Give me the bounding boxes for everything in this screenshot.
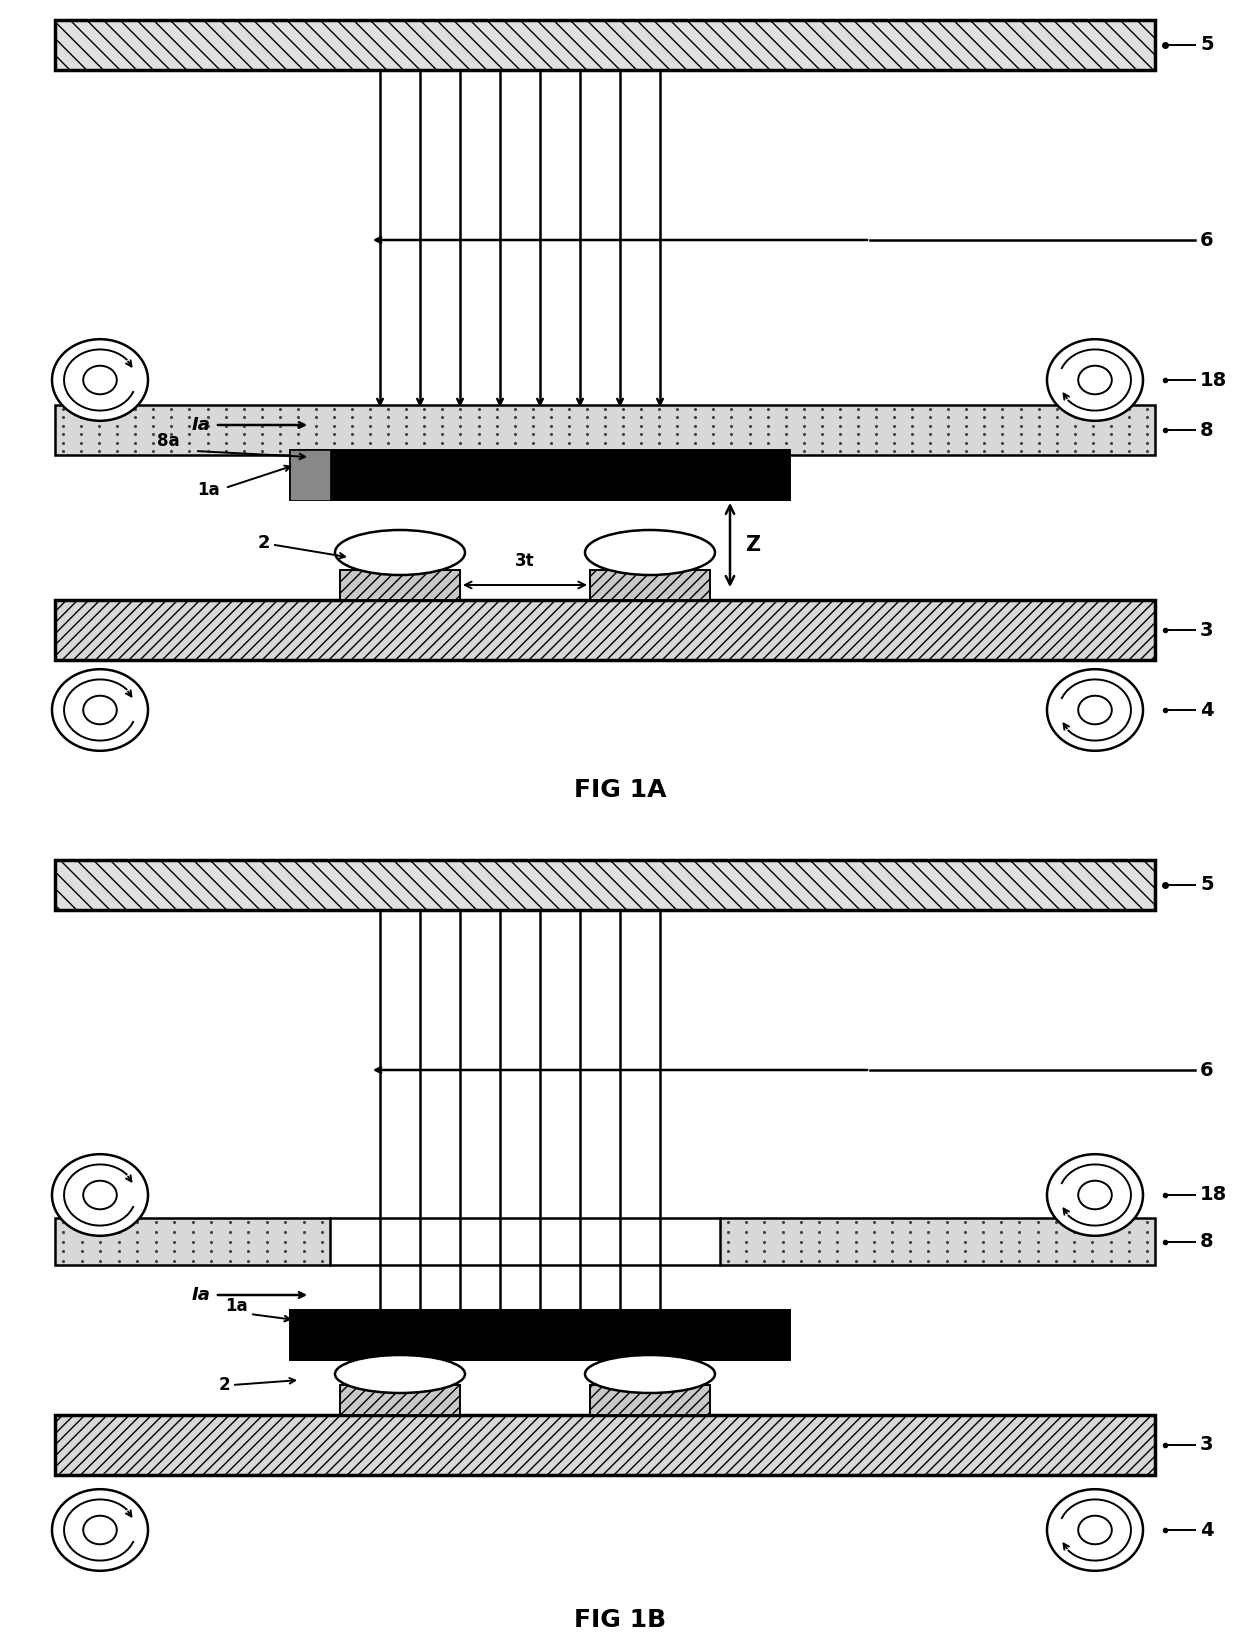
Bar (590, 1384, 711, 1416)
Ellipse shape (83, 1516, 117, 1544)
Ellipse shape (1079, 1516, 1112, 1544)
Ellipse shape (585, 530, 715, 574)
Text: 3: 3 (1200, 1436, 1214, 1455)
Text: 3: 3 (1200, 620, 1214, 640)
Ellipse shape (1047, 340, 1143, 421)
Text: 18: 18 (1200, 1185, 1228, 1204)
Bar (55, 404, 1154, 455)
Text: 8: 8 (1200, 1233, 1214, 1251)
Bar (55, 860, 1154, 911)
Bar (55, 601, 1154, 660)
Text: 2: 2 (218, 1376, 229, 1394)
Text: FIG 1B: FIG 1B (574, 1609, 666, 1632)
Text: 5: 5 (1200, 36, 1214, 54)
Bar (290, 1310, 790, 1360)
Text: Ia: Ia (191, 1285, 210, 1304)
Ellipse shape (335, 530, 465, 574)
Ellipse shape (1047, 1155, 1143, 1236)
Ellipse shape (52, 1155, 148, 1236)
Text: FIG 1A: FIG 1A (574, 779, 666, 802)
Ellipse shape (83, 366, 117, 394)
Ellipse shape (52, 340, 148, 421)
Ellipse shape (1047, 1490, 1143, 1571)
Bar (55, 1416, 1154, 1475)
Bar (340, 1384, 460, 1416)
Ellipse shape (83, 1181, 117, 1209)
Ellipse shape (83, 696, 117, 724)
Ellipse shape (335, 1355, 465, 1393)
Bar (290, 450, 790, 500)
Ellipse shape (1079, 366, 1112, 394)
Ellipse shape (1047, 670, 1143, 751)
Bar (720, 1218, 1154, 1266)
Text: 8: 8 (1200, 421, 1214, 439)
Ellipse shape (1079, 1181, 1112, 1209)
Bar (55, 20, 1154, 69)
Text: 1a: 1a (197, 482, 219, 498)
Bar (290, 450, 330, 500)
Bar (55, 1218, 330, 1266)
Bar (340, 569, 460, 601)
Ellipse shape (52, 670, 148, 751)
Text: 3t: 3t (515, 553, 534, 569)
Ellipse shape (585, 1355, 715, 1393)
Text: 18: 18 (1200, 371, 1228, 389)
Bar (590, 569, 711, 601)
Text: 4: 4 (1200, 1521, 1214, 1539)
Text: 1a: 1a (226, 1297, 248, 1315)
Text: 6: 6 (1200, 231, 1214, 249)
Ellipse shape (1079, 696, 1112, 724)
Text: 5: 5 (1200, 876, 1214, 894)
Text: 4: 4 (1200, 701, 1214, 719)
Text: 6: 6 (1200, 1061, 1214, 1079)
Text: Ia: Ia (191, 416, 210, 434)
Text: 8a: 8a (157, 432, 180, 450)
Ellipse shape (52, 1490, 148, 1571)
Text: Z: Z (745, 535, 760, 554)
Text: 2: 2 (258, 533, 270, 551)
